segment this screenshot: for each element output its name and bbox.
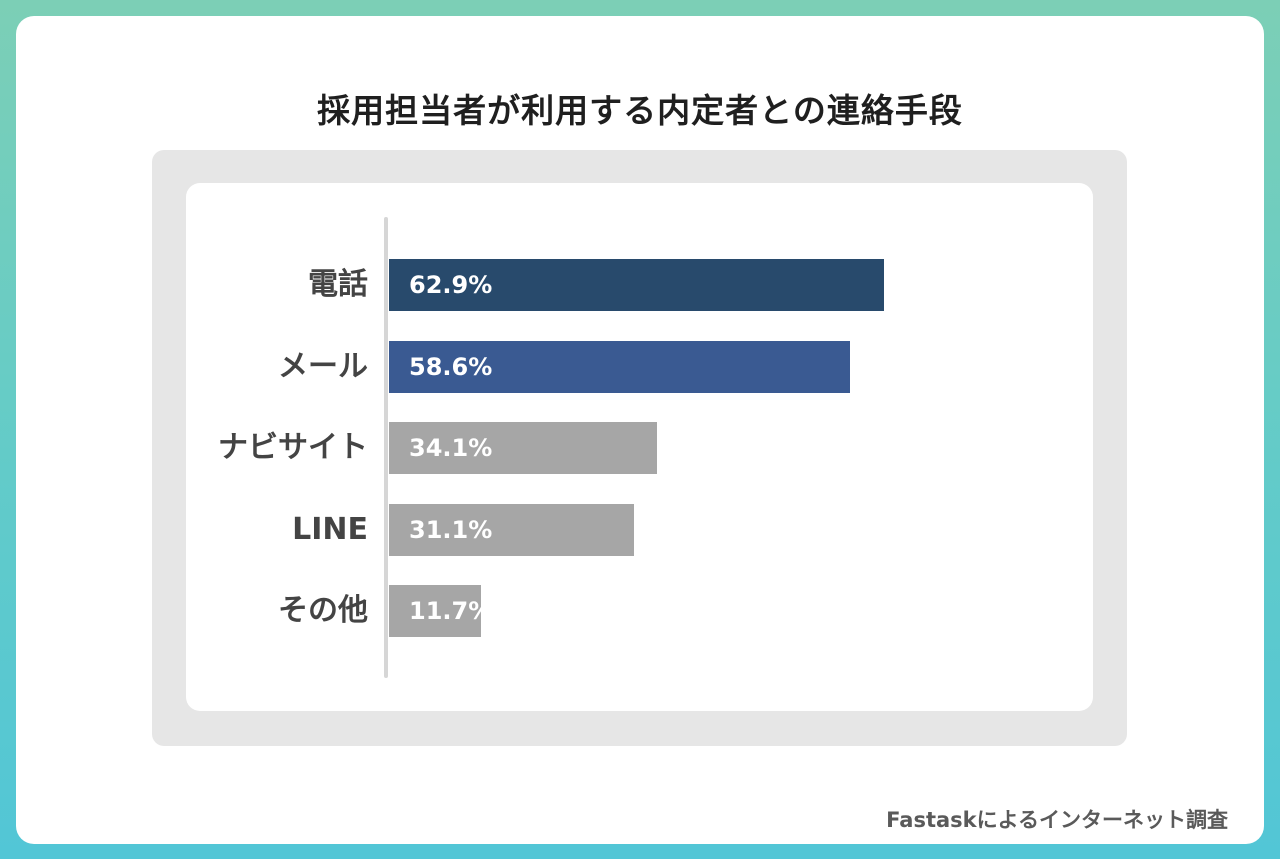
bar-value-label-navi-site: 34.1% <box>409 434 493 462</box>
bar-phone <box>389 259 884 311</box>
bar-value-label-other: 11.7% <box>409 597 493 625</box>
category-label-other: その他 <box>278 593 368 628</box>
category-label-email: メール <box>278 349 368 384</box>
bar-other <box>389 585 481 637</box>
bar-navi-site <box>389 422 657 474</box>
category-label-phone: 電話 <box>308 267 368 302</box>
category-label-line: LINE <box>292 512 368 547</box>
bar-value-label-email: 58.6% <box>409 353 493 381</box>
category-label-navi-site: ナビサイト <box>218 430 368 465</box>
source-note: Fastaskによるインターネット調査 <box>886 808 1228 832</box>
bar-email <box>389 341 850 393</box>
y-axis-line <box>384 217 388 678</box>
bar-value-label-phone: 62.9% <box>409 271 493 299</box>
chart-title: 採用担当者が利用する内定者との連絡手段 <box>317 91 963 130</box>
bar-value-label-line: 31.1% <box>409 516 493 544</box>
bar-line <box>389 504 634 556</box>
